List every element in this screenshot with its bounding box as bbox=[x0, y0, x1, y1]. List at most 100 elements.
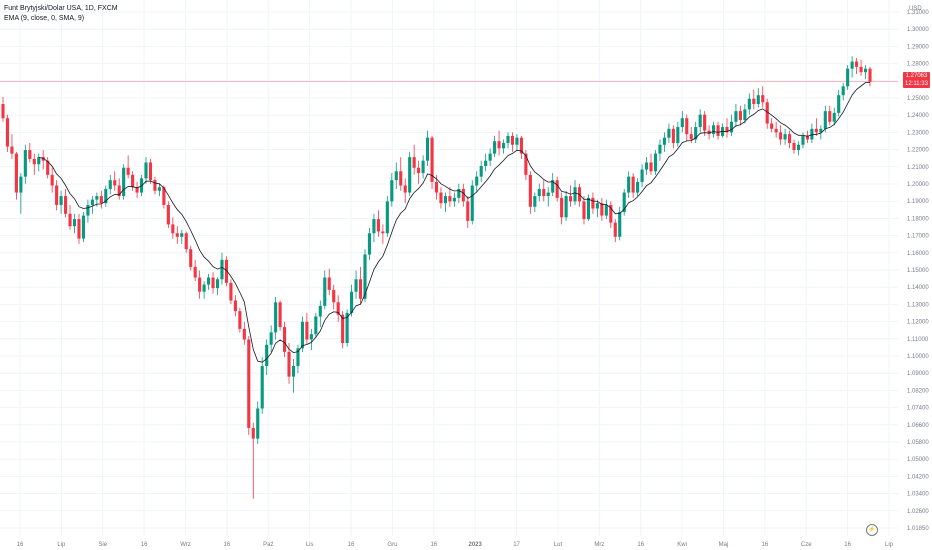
candle bbox=[667, 123, 671, 143]
candle bbox=[354, 270, 358, 299]
candle bbox=[846, 65, 850, 90]
time-axis[interactable]: 16 Lip Sie 16 Wrz 16 Paź Lis 16 Gru 16 2023 17 Lut Mrz… bbox=[17, 542, 894, 548]
symbol-title[interactable]: Funt Brytyjski/Dolar USA, 1D, FXCM bbox=[4, 5, 118, 12]
candle-body bbox=[372, 219, 376, 234]
candle-body bbox=[5, 118, 10, 147]
candle-body bbox=[269, 332, 273, 345]
candle-body bbox=[475, 176, 479, 186]
x-tick-label: 16 bbox=[141, 542, 148, 548]
candle bbox=[551, 173, 555, 197]
candle bbox=[582, 196, 586, 225]
candle bbox=[314, 312, 318, 338]
x-tick-label: Sie bbox=[98, 542, 107, 548]
candle bbox=[46, 157, 50, 179]
x-tick-label: Lut bbox=[554, 542, 563, 548]
candle bbox=[774, 121, 778, 138]
candle-body bbox=[59, 196, 63, 205]
candle-body bbox=[282, 327, 287, 352]
candle-body bbox=[211, 277, 215, 289]
candle-body bbox=[417, 167, 421, 174]
candle-body bbox=[247, 339, 251, 428]
candle bbox=[640, 164, 644, 188]
candle bbox=[850, 56, 854, 78]
candle bbox=[399, 157, 403, 191]
candle-body bbox=[774, 128, 778, 133]
candle bbox=[814, 118, 818, 136]
candle bbox=[171, 217, 175, 239]
candle bbox=[859, 59, 863, 76]
candle-body bbox=[461, 189, 465, 202]
candle-body bbox=[251, 427, 255, 439]
candle-body bbox=[367, 233, 372, 255]
candle-body bbox=[698, 114, 702, 128]
candle-body bbox=[510, 135, 515, 145]
candle-body bbox=[622, 192, 626, 213]
candle bbox=[99, 190, 103, 209]
candle-body bbox=[837, 95, 841, 113]
candle bbox=[412, 144, 416, 175]
candle bbox=[403, 178, 407, 204]
candle-body bbox=[868, 68, 872, 82]
candle-body bbox=[569, 196, 573, 202]
candle bbox=[546, 187, 550, 207]
y-tick-label: 1.09000 bbox=[907, 371, 929, 377]
candle bbox=[519, 135, 523, 159]
candle-body bbox=[595, 203, 599, 209]
candle-body bbox=[863, 68, 868, 73]
candle bbox=[345, 309, 349, 347]
candle-body bbox=[542, 189, 546, 197]
candle bbox=[50, 167, 54, 193]
candle-body bbox=[72, 219, 77, 227]
candle bbox=[14, 151, 18, 200]
candle-body bbox=[224, 259, 229, 283]
lightning-icon[interactable]: ⚡ bbox=[866, 524, 878, 536]
x-tick-label: Kwi bbox=[677, 542, 687, 548]
candle bbox=[636, 178, 640, 197]
candle-body bbox=[533, 196, 537, 207]
candle bbox=[738, 105, 742, 126]
candle bbox=[189, 245, 193, 271]
candle bbox=[448, 187, 452, 207]
candle-body bbox=[828, 111, 832, 122]
x-tick-label: 16 bbox=[17, 542, 24, 548]
candle bbox=[327, 268, 331, 296]
y-tick-label: 1.25000 bbox=[907, 96, 929, 102]
candle bbox=[662, 132, 666, 152]
candle-body bbox=[50, 174, 54, 186]
candle bbox=[524, 150, 528, 181]
candle-body bbox=[412, 157, 416, 168]
price-axis[interactable]: 1.310001.300001.290001.280001.260001.250… bbox=[907, 6, 929, 532]
candle bbox=[55, 180, 59, 211]
x-tick-label: 16 bbox=[348, 542, 355, 548]
y-tick-label: 1.06600 bbox=[907, 423, 929, 429]
candle bbox=[247, 335, 251, 436]
candle-body bbox=[546, 192, 550, 197]
candle-body bbox=[493, 141, 497, 154]
candle bbox=[64, 189, 68, 218]
candle bbox=[680, 111, 684, 133]
candle bbox=[828, 105, 832, 126]
y-tick-label: 1.31000 bbox=[907, 10, 929, 16]
candle bbox=[622, 189, 626, 216]
candle bbox=[452, 192, 456, 207]
candle-body bbox=[233, 300, 237, 312]
candle-body bbox=[95, 196, 99, 200]
ema-indicator-label[interactable]: EMA (9, close, 0, SMA, 9) bbox=[4, 15, 85, 22]
candle-body bbox=[448, 196, 452, 202]
candle bbox=[90, 196, 94, 214]
candle bbox=[631, 173, 635, 198]
candle bbox=[707, 125, 711, 140]
y-tick-label: 1.29000 bbox=[907, 44, 929, 50]
x-tick-label: Lip bbox=[57, 542, 66, 548]
candle-body bbox=[64, 196, 68, 214]
candle bbox=[671, 125, 675, 149]
candle-body bbox=[443, 196, 448, 204]
candle bbox=[805, 130, 809, 143]
candle-body bbox=[729, 121, 734, 133]
candle-body bbox=[104, 189, 108, 204]
candle-body bbox=[153, 180, 157, 191]
candle bbox=[381, 224, 385, 244]
ema-line bbox=[38, 82, 871, 363]
